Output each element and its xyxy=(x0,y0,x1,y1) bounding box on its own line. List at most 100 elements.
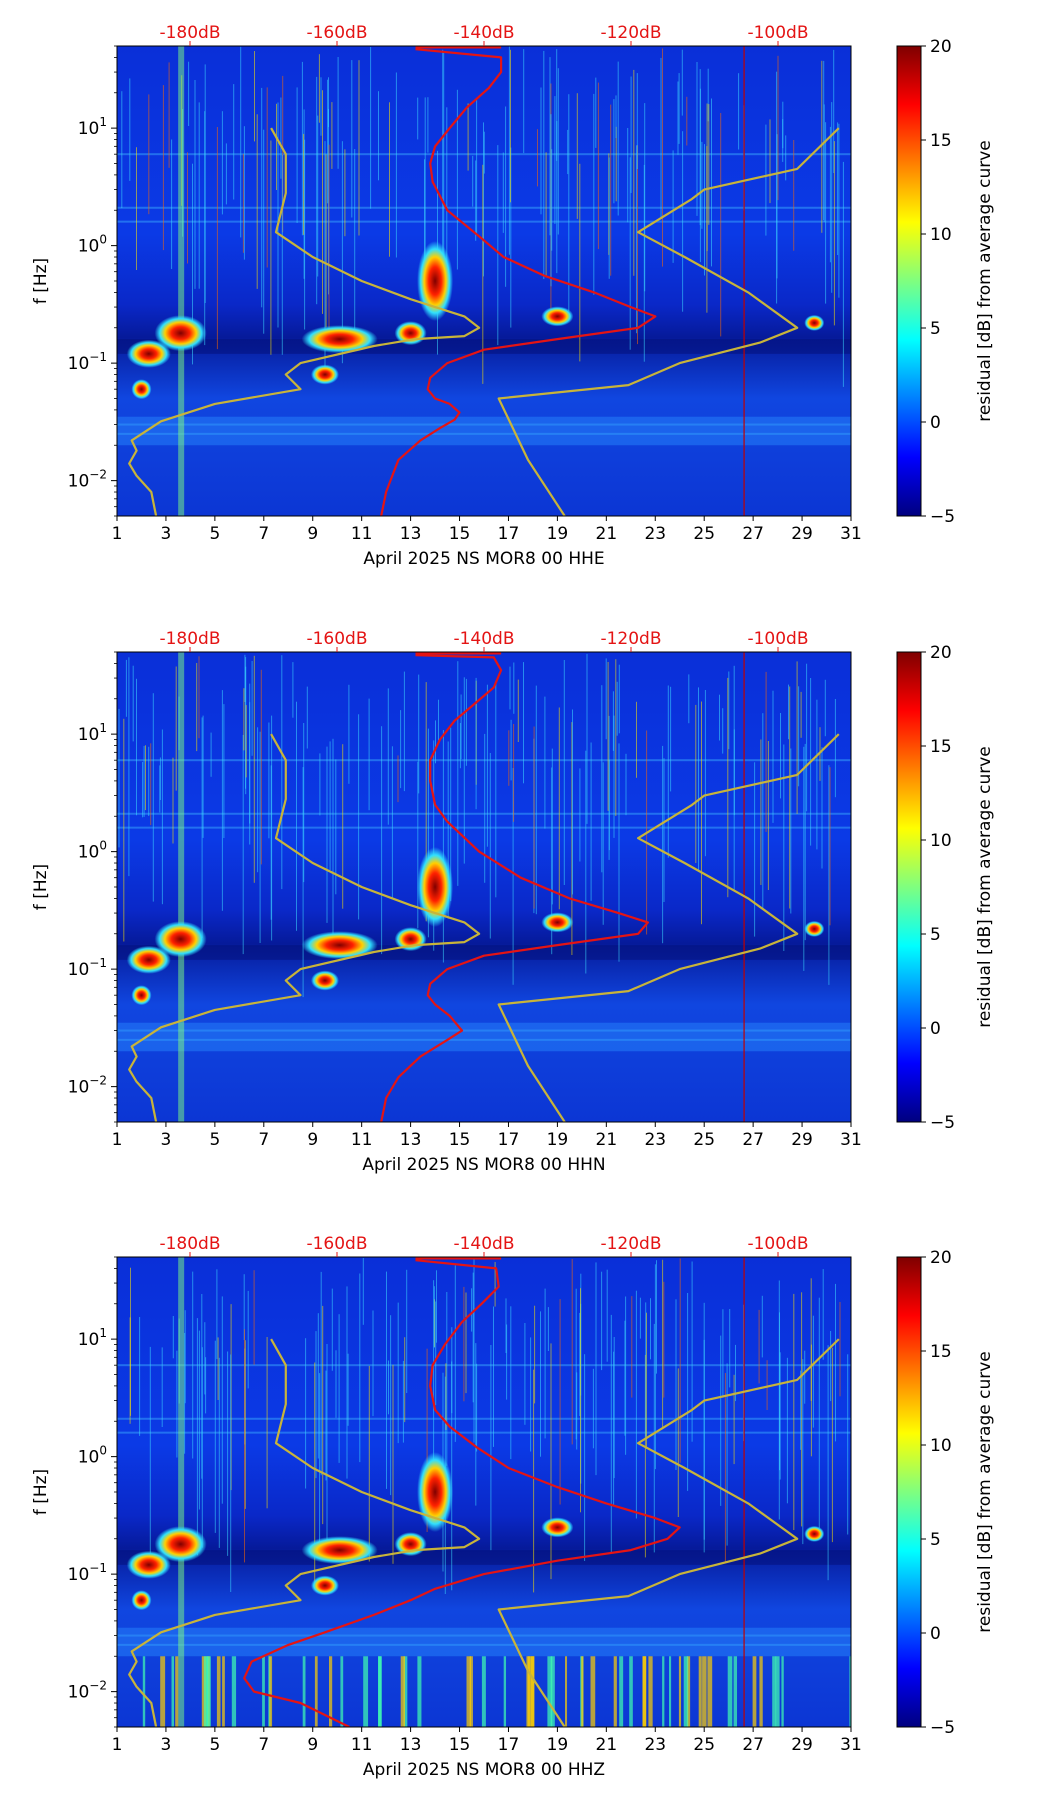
colorbar-tick-label: 10 xyxy=(930,831,952,851)
x-tick-label: 1 xyxy=(112,1735,123,1755)
top-db-tick-label: -120dB xyxy=(600,23,661,43)
x-axis-label: April 2025 NS MOR8 00 HHE xyxy=(363,549,604,569)
colorbar-tick-label: 0 xyxy=(930,1624,941,1644)
colorbar-tick-label: 5 xyxy=(930,319,941,339)
top-db-tick-label: -140dB xyxy=(453,629,514,649)
colorbar-tick-label: 5 xyxy=(930,925,941,945)
x-tick-label: 3 xyxy=(161,524,172,544)
x-tick-label: 15 xyxy=(449,524,471,544)
x-tick-label: 11 xyxy=(351,1130,373,1150)
x-tick-label: 21 xyxy=(596,1735,618,1755)
psd-curve xyxy=(380,654,649,1122)
x-axis-label: April 2025 NS MOR8 00 HHN xyxy=(362,1155,605,1175)
top-db-tick-label: -180dB xyxy=(159,1234,220,1254)
x-tick-label: 17 xyxy=(498,1735,520,1755)
x-tick-label: 1 xyxy=(112,1130,123,1150)
x-tick-label: 19 xyxy=(547,1130,569,1150)
psd-curve xyxy=(243,1259,681,1727)
x-tick-label: 27 xyxy=(742,524,764,544)
noise-model-curve xyxy=(497,1338,840,1727)
top-db-tick-label: -100dB xyxy=(747,23,808,43)
top-db-tick-label: -160dB xyxy=(306,23,367,43)
noise-model-curve xyxy=(128,127,481,516)
colorbar-tick-label: 20 xyxy=(930,643,952,663)
y-tick-label: 10−2 xyxy=(68,468,107,492)
x-tick-label: 23 xyxy=(644,1130,666,1150)
top-db-tick-label: -120dB xyxy=(600,1234,661,1254)
x-tick-label: 9 xyxy=(307,1130,318,1150)
x-tick-label: 3 xyxy=(161,1735,172,1755)
colorbar-tick-label: −5 xyxy=(930,1113,955,1133)
colorbar-tick-label: 0 xyxy=(930,413,941,433)
x-tick-label: 29 xyxy=(791,524,813,544)
x-tick-label: 25 xyxy=(693,1130,715,1150)
y-tick-label: 10−1 xyxy=(68,1561,107,1585)
y-tick-label: 10−1 xyxy=(68,956,107,980)
x-tick-label: 11 xyxy=(351,1735,373,1755)
colorbar: 20 15 10 5 0 −5 residual [dB] from average cur… xyxy=(896,37,995,527)
x-tick-label: 13 xyxy=(400,1130,422,1150)
colorbar-tick-label: 20 xyxy=(930,37,952,57)
x-tick-label: 17 xyxy=(498,524,520,544)
x-tick-label: 19 xyxy=(547,524,569,544)
y-tick-label: 101 xyxy=(78,1326,107,1350)
x-tick-label: 3 xyxy=(161,1130,172,1150)
x-tick-label: 27 xyxy=(742,1130,764,1150)
top-db-tick-label: -180dB xyxy=(159,629,220,649)
top-db-tick-label: -180dB xyxy=(159,23,220,43)
x-tick-label: 5 xyxy=(209,1735,220,1755)
x-tick-label: 29 xyxy=(791,1130,813,1150)
y-tick-label: 101 xyxy=(78,721,107,745)
colorbar-tick-label: 15 xyxy=(930,1342,952,1362)
x-tick-label: 11 xyxy=(351,524,373,544)
x-tick-label: 21 xyxy=(596,524,618,544)
x-tick-label: 13 xyxy=(400,1735,422,1755)
y-axis-label: f [Hz] xyxy=(31,1469,51,1515)
noise-model-curve xyxy=(128,733,481,1122)
x-tick-label: 9 xyxy=(307,524,318,544)
x-tick-label: 7 xyxy=(258,524,269,544)
top-db-tick-label: -120dB xyxy=(600,629,661,649)
y-tick-label: 10−2 xyxy=(68,1679,107,1703)
heatmap-image xyxy=(117,1257,851,1727)
colorbar: 20 15 10 5 0 −5 residual [dB] from average cur… xyxy=(896,1248,995,1738)
x-axis-label: April 2025 NS MOR8 00 HHZ xyxy=(363,1760,605,1780)
top-db-tick-label: -160dB xyxy=(306,629,367,649)
x-tick-label: 23 xyxy=(644,524,666,544)
x-tick-label: 5 xyxy=(209,1130,220,1150)
colorbar-tick-label: 15 xyxy=(930,737,952,757)
colorbar-tick-label: −5 xyxy=(930,507,955,527)
colorbar-tick-label: 20 xyxy=(930,1248,952,1268)
colorbar-tick-label: −5 xyxy=(930,1718,955,1738)
x-tick-label: 7 xyxy=(258,1130,269,1150)
noise-model-curve xyxy=(497,733,840,1122)
colorbar-tick-label: 15 xyxy=(930,131,952,151)
y-tick-label: 10−1 xyxy=(68,350,107,374)
x-tick-label: 25 xyxy=(693,524,715,544)
x-tick-label: 25 xyxy=(693,1735,715,1755)
colorbar-label: residual [dB] from average curve xyxy=(975,746,995,1027)
x-tick-label: 1 xyxy=(112,524,123,544)
colorbar-label: residual [dB] from average curve xyxy=(975,140,995,421)
y-tick-label: 100 xyxy=(78,839,107,863)
x-tick-label: 9 xyxy=(307,1735,318,1755)
x-tick-label: 31 xyxy=(840,524,862,544)
y-tick-label: 100 xyxy=(78,233,107,257)
x-tick-label: 13 xyxy=(400,524,422,544)
colorbar-tick-label: 10 xyxy=(930,1436,952,1456)
colorbar-label: residual [dB] from average curve xyxy=(975,1351,995,1632)
y-tick-label: 100 xyxy=(78,1444,107,1468)
x-tick-label: 23 xyxy=(644,1735,666,1755)
heatmap-image xyxy=(117,652,851,1122)
top-db-tick-label: -100dB xyxy=(747,629,808,649)
x-tick-label: 15 xyxy=(449,1130,471,1150)
x-tick-label: 7 xyxy=(258,1735,269,1755)
x-tick-label: 21 xyxy=(596,1130,618,1150)
top-db-tick-label: -160dB xyxy=(306,1234,367,1254)
x-tick-label: 5 xyxy=(209,524,220,544)
psd-curve xyxy=(380,48,657,516)
y-axis-label: f [Hz] xyxy=(31,864,51,910)
